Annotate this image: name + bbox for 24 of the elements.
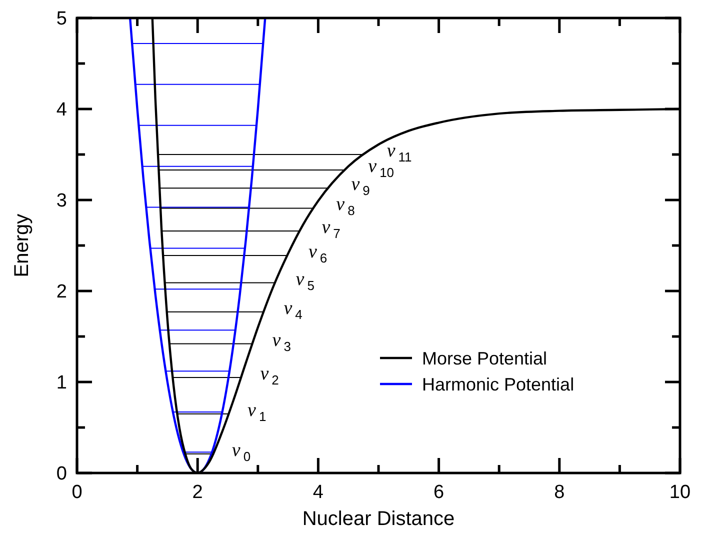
annotation: ν$_{2}$ (260, 363, 279, 388)
annotation: ν$_{4}$ (284, 298, 302, 322)
legend-label: Morse Potential (422, 348, 548, 368)
x-tick-label: 8 (554, 482, 565, 503)
annotation: ν$_{0}$ (232, 440, 251, 464)
x-tick-label: 4 (312, 482, 324, 503)
annotation: ν$_{3}$ (272, 330, 291, 354)
x-tick-label: 10 (669, 482, 691, 503)
y-tick-label: 5 (56, 8, 67, 30)
annotation: ν$_{6}$ (308, 242, 328, 266)
y-tick-label: 1 (56, 372, 67, 394)
annotation: ν$_{5}$ (296, 268, 314, 293)
y-axis-title: Energy (11, 214, 33, 278)
x-tick-label: 2 (192, 482, 203, 503)
annotation: ν$_{7}$ (322, 216, 340, 242)
x-axis-title: Nuclear Distance (302, 508, 455, 530)
x-tick-label: 6 (434, 482, 444, 503)
annotation: ν$_{1}$ (248, 400, 266, 424)
x-tick-label: 0 (72, 482, 82, 503)
y-tick-label: 4 (56, 100, 68, 121)
y-tick-label: 2 (56, 282, 67, 303)
y-tick-label: 0 (56, 464, 67, 485)
y-tick-label: 3 (56, 190, 67, 212)
legend-label: Harmonic Potential (422, 374, 574, 394)
